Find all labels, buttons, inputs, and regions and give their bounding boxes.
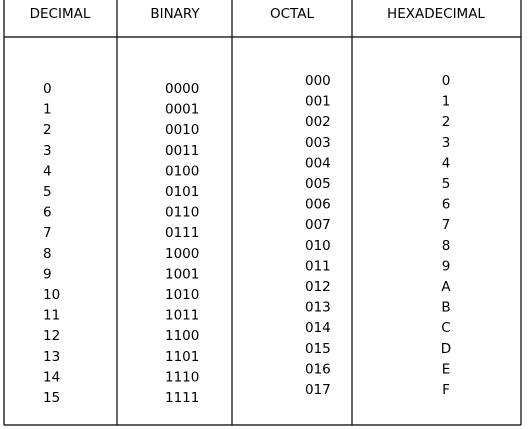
hex-cell: 6 (442, 197, 451, 213)
binary-cell: 1000 (165, 246, 199, 262)
binary-cell: 0111 (165, 225, 199, 241)
octal-cell: 010 (305, 238, 331, 254)
decimal-cell: 3 (43, 143, 52, 159)
decimal-cell: 12 (43, 328, 60, 344)
hex-cell: E (442, 361, 451, 377)
octal-cell: 013 (305, 300, 331, 316)
column-header: OCTAL (270, 6, 314, 22)
octal-cell: 006 (305, 197, 331, 213)
decimal-cell: 4 (43, 163, 52, 179)
octal-cell: 002 (305, 114, 331, 130)
decimal-cell: 0 (43, 81, 52, 97)
octal-cell: 012 (305, 279, 331, 295)
decimal-cell: 14 (43, 369, 60, 385)
hex-cell: 1 (442, 94, 451, 110)
hex-cell: 4 (442, 155, 451, 171)
octal-cell: 007 (305, 217, 331, 233)
hex-cell: A (441, 279, 451, 295)
binary-cell: 0010 (165, 122, 199, 138)
column-header: HEXADECIMAL (387, 6, 485, 22)
binary-cell: 0110 (165, 205, 199, 221)
hex-cell: D (441, 341, 451, 357)
octal-cell: 016 (305, 361, 331, 377)
hex-cell: 8 (442, 238, 451, 254)
hex-cell: C (441, 320, 450, 336)
octal-cell: 004 (305, 155, 331, 171)
hex-cell: 9 (442, 258, 451, 274)
octal-cell: 000 (305, 73, 331, 89)
hex-cell: 0 (442, 73, 451, 89)
binary-cell: 0101 (165, 184, 199, 200)
hex-cell: B (441, 300, 450, 316)
octal-cell: 011 (305, 258, 331, 274)
hex-cell: 5 (442, 176, 451, 192)
binary-cell: 1011 (165, 308, 199, 324)
binary-cell: 0000 (165, 81, 199, 97)
table-borders (3, 0, 522, 426)
decimal-cell: 15 (43, 390, 60, 406)
binary-cell: 1010 (165, 287, 199, 303)
binary-cell: 0100 (165, 163, 199, 179)
decimal-cell: 8 (43, 246, 52, 262)
octal-cell: 003 (305, 135, 331, 151)
binary-cell: 1001 (165, 266, 199, 282)
hex-cell: 2 (442, 114, 451, 130)
decimal-cell: 7 (43, 225, 52, 241)
octal-cell: 017 (305, 382, 331, 398)
column-header: BINARY (150, 6, 200, 22)
octal-cell: 005 (305, 176, 331, 192)
binary-cell: 0001 (165, 102, 199, 118)
binary-cell: 0011 (165, 143, 199, 159)
hex-cell: 7 (442, 217, 451, 233)
decimal-cell: 2 (43, 122, 52, 138)
octal-cell: 015 (305, 341, 331, 357)
binary-cell: 1101 (165, 349, 199, 365)
decimal-cell: 10 (43, 287, 60, 303)
octal-cell: 014 (305, 320, 331, 336)
binary-cell: 1111 (165, 390, 199, 406)
decimal-cell: 6 (43, 205, 52, 221)
hex-cell: 3 (442, 135, 451, 151)
decimal-cell: 5 (43, 184, 52, 200)
octal-cell: 001 (305, 94, 331, 110)
decimal-cell: 9 (43, 266, 52, 282)
decimal-cell: 11 (43, 308, 60, 324)
binary-cell: 1100 (165, 328, 199, 344)
binary-cell: 1110 (165, 369, 199, 385)
column-header: DECIMAL (30, 6, 91, 22)
decimal-cell: 13 (43, 349, 60, 365)
decimal-cell: 1 (43, 102, 52, 118)
hex-cell: F (442, 382, 450, 398)
